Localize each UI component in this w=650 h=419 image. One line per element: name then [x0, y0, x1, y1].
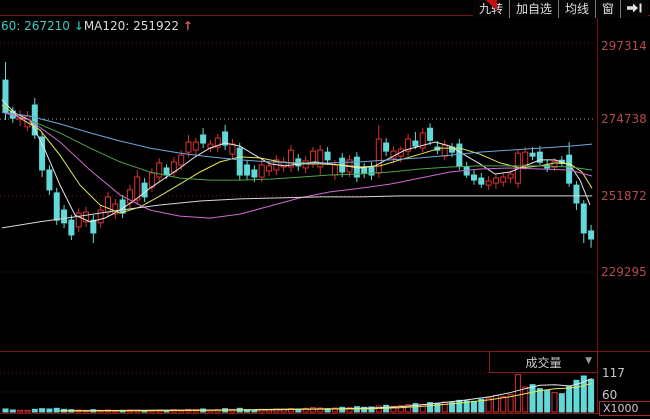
volume-indicator-selector[interactable]: 成交量 ▼ [489, 351, 598, 373]
red-flag-icon [486, 0, 497, 11]
ma60-value: 60: 267210 [1, 19, 70, 33]
top-menubar: 九转 加自选 均线 窗 [472, 0, 648, 18]
chevron-down-icon: ▼ [585, 356, 592, 366]
ma120-up-arrow-icon: ↑ [182, 19, 193, 33]
ma120-value: MA120: 251922 [83, 19, 179, 33]
price-axis-line [597, 15, 598, 413]
chart-top-border [0, 15, 650, 16]
volume-unit-label: X1000 [599, 401, 650, 416]
volume-axis-label: 60 [602, 388, 618, 402]
pane-separator-line [0, 351, 650, 352]
ma-readout: 60: 267210 ↓MA120: 251922 ↑ [1, 19, 193, 33]
chart-bottom-border [0, 413, 650, 414]
ma60-down-arrow-icon: ↓ [73, 19, 84, 33]
menu-item-ma-lines[interactable]: 均线 [557, 0, 595, 18]
volume-pane-title: 成交量 [525, 355, 562, 370]
menu-item-add-watchlist[interactable]: 加自选 [508, 0, 558, 18]
price-axis-label: 251872 [601, 189, 647, 203]
price-axis-label: 297314 [601, 39, 647, 53]
price-axis-label: 274738 [601, 112, 647, 126]
price-axis-label: 229295 [601, 265, 647, 279]
volume-axis-label: 117 [602, 366, 625, 380]
next-window-icon[interactable] [620, 0, 648, 18]
menu-item-window[interactable]: 窗 [594, 0, 620, 18]
